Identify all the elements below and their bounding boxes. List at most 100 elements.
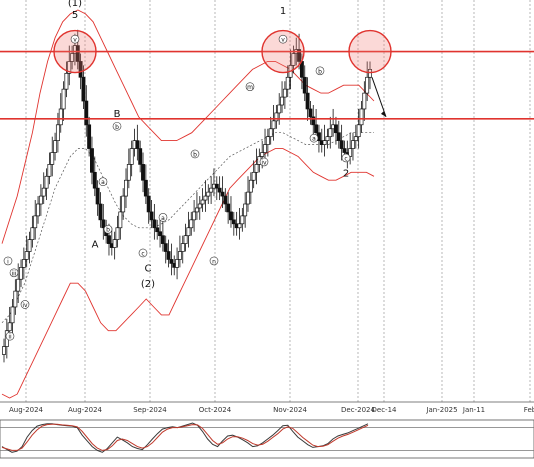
candle-body: [33, 215, 38, 229]
candle-body: [223, 195, 228, 205]
projection-arrowhead: [381, 110, 386, 117]
candle-body: [214, 183, 219, 189]
candle-body: [44, 175, 49, 189]
wave-label-circle: [5, 331, 15, 341]
candle-body: [19, 267, 23, 280]
candle-body: [124, 179, 128, 197]
wave-label-circle: [190, 149, 200, 159]
x-tick-label: Jan-11: [462, 406, 485, 414]
candle-body: [260, 152, 265, 157]
candle-body: [36, 203, 40, 217]
wave-label-circle: [70, 34, 80, 44]
wave-label: b: [318, 68, 322, 75]
candle-body: [314, 124, 319, 134]
wave-label: 2: [343, 168, 349, 179]
highlight-circle-2: [348, 29, 392, 74]
wave-label: (1): [68, 0, 82, 9]
candle-body: [70, 53, 75, 62]
candle-body: [305, 92, 310, 110]
candle-body: [155, 227, 160, 233]
candle-body: [353, 136, 358, 141]
candle-body: [87, 124, 92, 149]
wave-label: c: [141, 250, 144, 257]
candle-body: [351, 140, 355, 149]
wave-label-circle: [158, 213, 168, 222]
candle-body: [41, 187, 46, 197]
candle-body: [285, 76, 290, 90]
wave-label: (2): [141, 279, 155, 290]
candle-body: [118, 211, 123, 229]
candle-body: [282, 88, 287, 98]
wave-label-circle: [3, 256, 13, 266]
wave-label: n: [212, 258, 216, 265]
candle-body: [146, 195, 151, 213]
d-line-line: [1, 423, 369, 451]
bollinger-lower-line: [1, 148, 375, 399]
candle-body: [129, 148, 134, 165]
candle-body: [38, 195, 43, 205]
x-tick-label: Aug-2024: [9, 406, 44, 414]
candle-body: [90, 148, 94, 173]
wave-label-circle: [245, 82, 255, 91]
candle-body: [277, 104, 282, 114]
candle-body: [206, 191, 211, 197]
candle-body: [112, 239, 117, 248]
candle-body: [101, 219, 106, 229]
oscillator-layer: [0, 419, 534, 459]
candle-body: [197, 203, 202, 209]
candle-body: [30, 227, 35, 240]
candle-body: [368, 69, 372, 78]
candle-body: [220, 191, 225, 197]
candle-body: [237, 223, 242, 229]
candle-body: [231, 219, 236, 225]
candle-body: [192, 211, 197, 221]
candle-body: [138, 148, 143, 165]
x-tick-label: Aug-2024: [68, 406, 103, 414]
wave-label-circle: [209, 256, 219, 266]
candle-body: [263, 144, 267, 153]
candle-body: [84, 100, 89, 126]
wave-label: B: [114, 109, 121, 120]
candle-body: [160, 235, 165, 244]
candle-body: [58, 108, 63, 126]
candle-body: [342, 148, 347, 153]
wave-label-circle: [112, 121, 122, 131]
candle-body: [271, 120, 276, 130]
candle-body: [47, 164, 52, 177]
wave-label: a: [161, 215, 165, 222]
candle-body: [325, 136, 330, 141]
wave-label: b: [115, 124, 119, 131]
x-tick-label: Dec-2024: [341, 406, 375, 414]
candle-body: [81, 76, 86, 102]
wave-label: b: [106, 227, 110, 234]
candle-body: [16, 278, 21, 292]
candle-body: [115, 227, 120, 240]
candle-body: [322, 140, 327, 145]
candle-body: [169, 259, 174, 264]
wave-label: iii: [11, 270, 16, 277]
candle-body: [254, 164, 259, 173]
candle-body: [61, 88, 66, 110]
wave-label-circle: [315, 66, 325, 76]
candle-body: [50, 152, 55, 165]
candle-body: [64, 72, 69, 90]
candle-body: [107, 235, 111, 244]
wave-label: 1: [280, 6, 286, 17]
candle-body: [166, 251, 171, 260]
candle-body: [121, 195, 126, 213]
wave-label-circle: [98, 177, 108, 186]
x-tick-label: Sep-2024: [133, 406, 167, 414]
candle-body: [152, 219, 157, 229]
candle-body: [24, 251, 29, 260]
bollinger-upper-line: [1, 9, 375, 244]
candle-body: [135, 140, 140, 149]
candle-body: [334, 124, 338, 134]
candle-body: [98, 203, 103, 221]
candle-body: [75, 45, 80, 62]
candle-body: [21, 259, 26, 268]
candle-body: [328, 128, 333, 138]
candle-body: [311, 116, 316, 126]
candle-body: [362, 92, 367, 110]
